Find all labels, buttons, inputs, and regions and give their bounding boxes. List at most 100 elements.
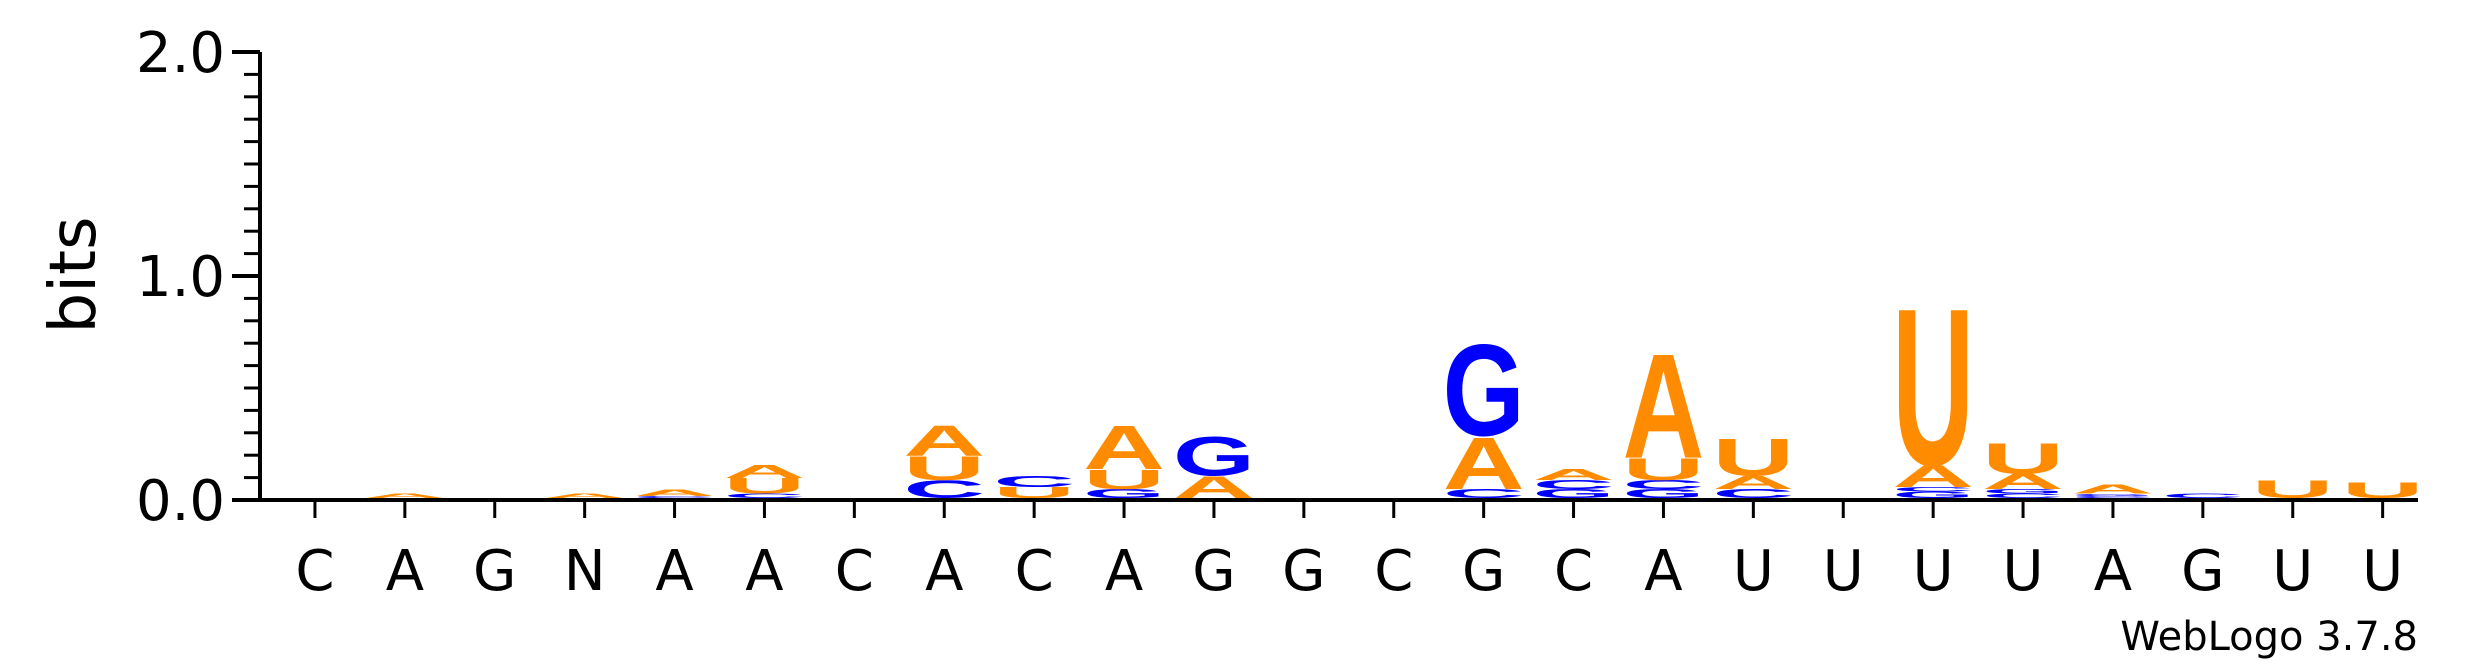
- position-label: U: [2003, 539, 2044, 604]
- logo-letter-A: A: [1982, 469, 2064, 493]
- logo-letter-A: A: [1712, 472, 1794, 493]
- logo-letter-U: U: [724, 474, 806, 498]
- svg-text:U: U: [1623, 452, 1705, 487]
- position-label: C: [295, 539, 334, 604]
- position-label: A: [745, 539, 783, 604]
- svg-text:C: C: [1623, 478, 1705, 492]
- position-label: G: [1192, 539, 1235, 604]
- position-label: A: [1105, 539, 1143, 604]
- svg-text:A: A: [1712, 472, 1794, 493]
- svg-text:G: G: [1623, 487, 1705, 501]
- logo-letter-A: A: [1083, 413, 1165, 482]
- weblogo-credit: WebLogo 3.7.8: [2120, 614, 2418, 660]
- svg-text:A: A: [1623, 323, 1705, 490]
- position-label: G: [1462, 539, 1505, 604]
- logo-letter-U: U: [993, 484, 1075, 501]
- y-tick-label: 1.0: [136, 245, 225, 310]
- svg-text:G: G: [1533, 487, 1615, 501]
- logo-letter-C: C: [993, 473, 1075, 490]
- logo-letter-U: U: [1892, 262, 1974, 513]
- svg-text:U: U: [903, 449, 985, 487]
- position-label: G: [473, 539, 516, 604]
- logo-letter-A: A: [903, 416, 985, 465]
- svg-text:A: A: [1892, 459, 1974, 494]
- svg-text:U: U: [1982, 434, 2064, 483]
- logo-letter-G: G: [1982, 488, 2064, 495]
- svg-text:C: C: [2072, 495, 2154, 498]
- svg-text:A: A: [1443, 421, 1525, 505]
- logo-letter-G: G: [1443, 317, 1525, 463]
- logo-letter-U: U: [1982, 434, 2064, 483]
- logo-letter-U: U: [903, 449, 985, 487]
- svg-text:C: C: [634, 495, 716, 498]
- logo-letter-A: A: [634, 487, 716, 497]
- logo-letter-C: C: [2072, 495, 2154, 498]
- position-label: A: [655, 539, 693, 604]
- svg-text:C: C: [1892, 486, 1974, 493]
- position-label: U: [1913, 539, 1954, 604]
- svg-text:G: G: [1443, 317, 1525, 463]
- position-label: G: [1282, 539, 1325, 604]
- svg-text:U: U: [1083, 464, 1165, 495]
- position-label: C: [1015, 539, 1054, 604]
- svg-text:U: U: [1892, 262, 1974, 513]
- svg-text:A: A: [364, 492, 446, 499]
- logo-letter-A: A: [544, 492, 626, 499]
- logo-letter-G: G: [1173, 426, 1255, 488]
- logo-letter-U: U: [1623, 452, 1705, 487]
- svg-text:A: A: [1083, 413, 1165, 482]
- y-axis: 0.0 1.0 2.0: [136, 21, 2418, 534]
- position-label: C: [1374, 539, 1413, 604]
- position-label: C: [835, 539, 874, 604]
- logo-letter-A: A: [724, 461, 806, 482]
- svg-text:C: C: [1712, 487, 1794, 501]
- svg-text:A: A: [544, 492, 626, 499]
- logo-letter-C: C: [1443, 487, 1525, 501]
- svg-text:A: A: [1982, 469, 2064, 493]
- position-label: U: [1823, 539, 1864, 604]
- position-label: U: [2272, 539, 2313, 604]
- logo-letter-A: A: [364, 492, 446, 499]
- position-label: N: [564, 539, 606, 604]
- svg-text:U: U: [724, 474, 806, 498]
- logo-letter-C: C: [1982, 492, 2064, 499]
- svg-text:C: C: [1443, 487, 1525, 501]
- svg-text:C: C: [993, 473, 1075, 490]
- logo-letter-G: G: [2072, 493, 2154, 496]
- svg-text:G: G: [1083, 487, 1165, 501]
- svg-text:C: C: [2162, 492, 2244, 499]
- logo-letter-C: C: [2162, 492, 2244, 499]
- svg-text:U: U: [1712, 428, 1794, 487]
- svg-text:G: G: [1982, 488, 2064, 495]
- position-label: U: [1733, 539, 1774, 604]
- svg-text:C: C: [724, 492, 806, 499]
- position-label: U: [2362, 539, 2403, 604]
- logo-letter-C: C: [634, 495, 716, 498]
- logo-letter-G: G: [1083, 487, 1165, 501]
- logo-letter-G: G: [1892, 490, 1974, 500]
- y-tick-label: 0.0: [136, 469, 225, 534]
- svg-text:C: C: [1982, 492, 2064, 499]
- logo-letter-A: A: [1443, 421, 1525, 505]
- logo-letter-A: A: [1892, 459, 1974, 494]
- svg-text:A: A: [724, 461, 806, 482]
- logo-letter-C: C: [1533, 478, 1615, 492]
- logo-letter-A: A: [1533, 466, 1615, 483]
- svg-text:A: A: [1533, 466, 1615, 483]
- svg-text:G: G: [1173, 426, 1255, 488]
- logo-letter-G: G: [1623, 487, 1705, 501]
- position-label: A: [1644, 539, 1682, 604]
- logo-letter-A: A: [1623, 323, 1705, 490]
- position-label: C: [1554, 539, 1593, 604]
- logo-letter-C: C: [1623, 478, 1705, 492]
- svg-text:G: G: [2072, 493, 2154, 496]
- logo-letter-G: G: [1533, 487, 1615, 501]
- logo-letter-C: C: [1892, 486, 1974, 493]
- logo-letter-A: A: [2072, 482, 2154, 496]
- position-label: A: [386, 539, 424, 604]
- y-axis-title: bits: [37, 217, 111, 334]
- svg-text:U: U: [993, 484, 1075, 501]
